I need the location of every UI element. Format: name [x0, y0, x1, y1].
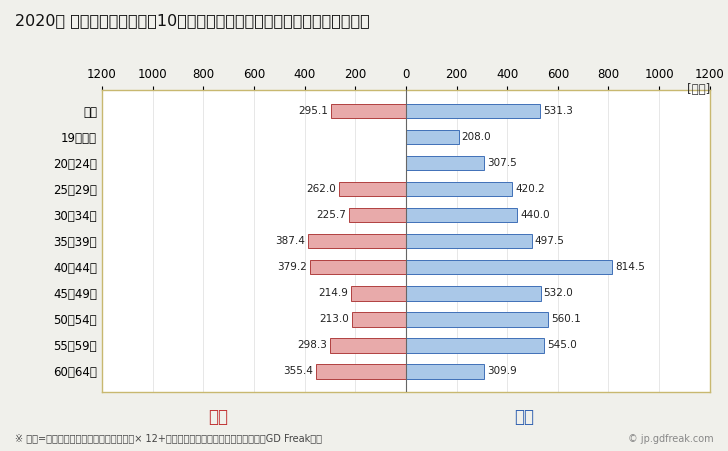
Text: 532.0: 532.0: [544, 288, 574, 299]
Bar: [406, 182, 513, 196]
Bar: [406, 156, 483, 170]
Text: 814.5: 814.5: [615, 262, 645, 272]
Text: 420.2: 420.2: [515, 184, 545, 194]
Text: 307.5: 307.5: [487, 158, 517, 168]
Text: 女性: 女性: [208, 408, 229, 426]
Text: 309.9: 309.9: [487, 367, 517, 377]
Text: © jp.gdfreak.com: © jp.gdfreak.com: [628, 434, 713, 444]
Bar: [331, 338, 406, 353]
Text: 214.9: 214.9: [319, 288, 349, 299]
Text: 295.1: 295.1: [298, 106, 328, 116]
Text: 531.3: 531.3: [544, 106, 574, 116]
Bar: [331, 104, 406, 118]
Bar: [339, 182, 406, 196]
Bar: [406, 234, 532, 249]
Bar: [406, 104, 540, 118]
Bar: [406, 260, 612, 275]
Bar: [310, 260, 406, 275]
Text: ※ 年収=「きまって支給する現金給与額」× 12+「年間賞与その他特別給与額」としてGD Freak推計: ※ 年収=「きまって支給する現金給与額」× 12+「年間賞与その他特別給与額」と…: [15, 433, 322, 443]
Bar: [406, 338, 544, 353]
Bar: [406, 364, 484, 379]
Text: 298.3: 298.3: [298, 341, 328, 350]
Text: 208.0: 208.0: [462, 132, 491, 142]
Text: 497.5: 497.5: [535, 236, 565, 246]
Bar: [406, 286, 541, 300]
Bar: [406, 312, 547, 327]
Text: 379.2: 379.2: [277, 262, 306, 272]
Text: 262.0: 262.0: [306, 184, 336, 194]
Text: 男性: 男性: [514, 408, 534, 426]
Text: 2020年 民間企業（従業者数10人以上）フルタイム労働者の男女別平均年収: 2020年 民間企業（従業者数10人以上）フルタイム労働者の男女別平均年収: [15, 14, 369, 28]
Text: 355.4: 355.4: [283, 367, 313, 377]
Text: 387.4: 387.4: [275, 236, 305, 246]
Text: 225.7: 225.7: [316, 210, 346, 220]
Bar: [406, 208, 518, 222]
Bar: [406, 130, 459, 144]
Text: 213.0: 213.0: [319, 314, 349, 324]
Text: 560.1: 560.1: [551, 314, 580, 324]
Text: 440.0: 440.0: [521, 210, 550, 220]
Bar: [352, 286, 406, 300]
Bar: [316, 364, 406, 379]
Bar: [308, 234, 406, 249]
Text: [万円]: [万円]: [687, 83, 710, 97]
Bar: [352, 312, 406, 327]
Bar: [349, 208, 406, 222]
Text: 545.0: 545.0: [547, 341, 577, 350]
